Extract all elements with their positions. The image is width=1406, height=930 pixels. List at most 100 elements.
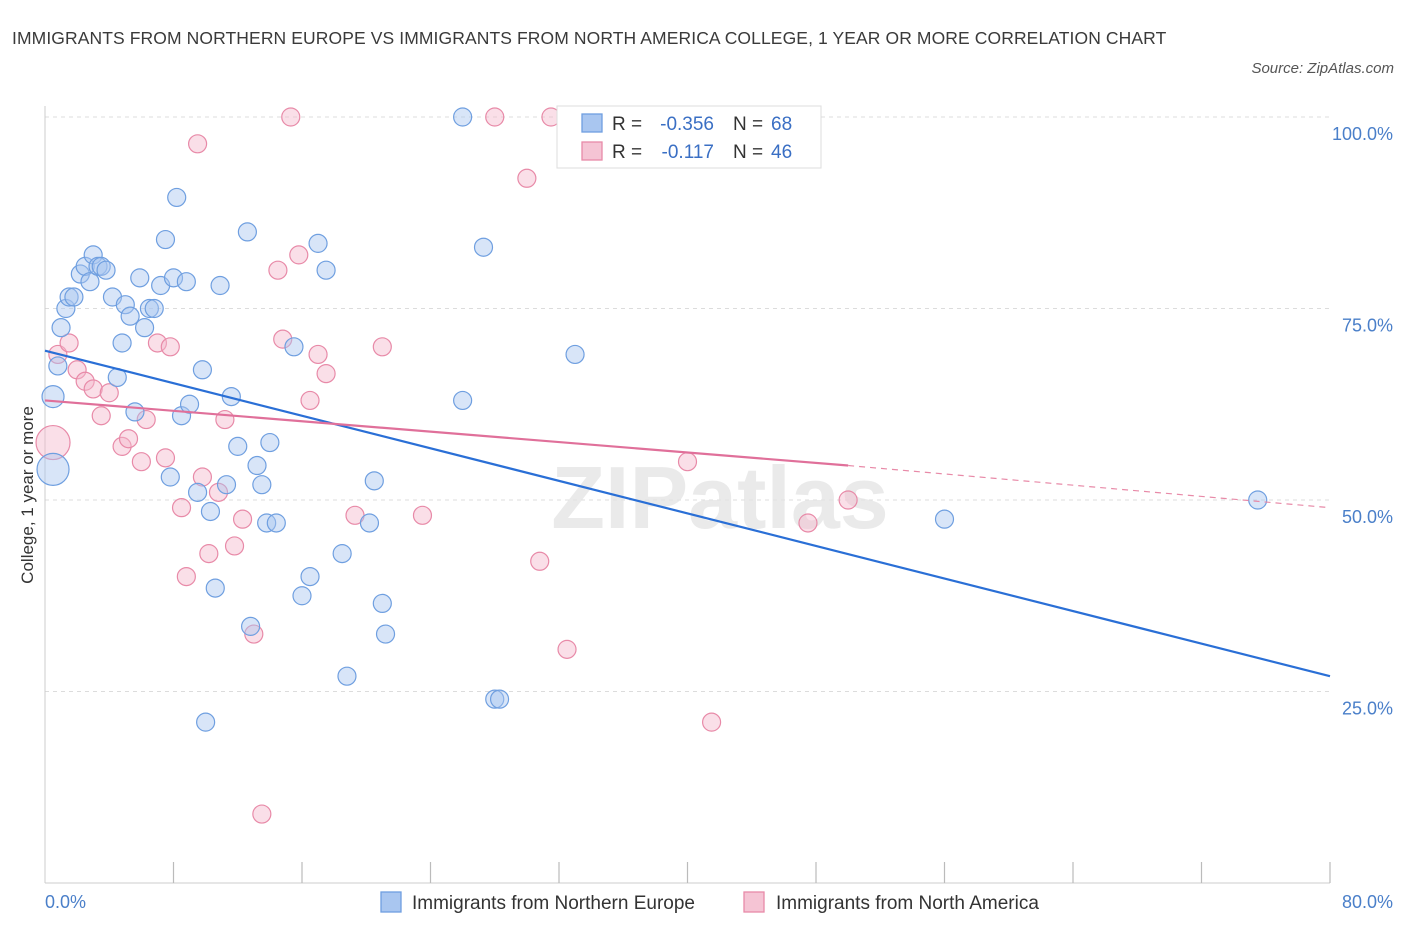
source-label: Source: ZipAtlas.com: [1251, 60, 1394, 77]
data-point: [1248, 490, 1268, 510]
data-point: [160, 467, 180, 487]
data-point: [48, 356, 68, 376]
data-point: [453, 390, 473, 411]
data-point: [292, 586, 312, 606]
y-axis-label: College, 1 year or more: [18, 406, 37, 584]
data-point: [359, 513, 380, 533]
data-point: [228, 436, 248, 456]
y-tick-labels: 100.0% 75.0% 50.0% 25.0%: [1332, 124, 1393, 719]
data-point: [41, 384, 65, 409]
data-point: [337, 666, 357, 686]
y-tick-label: 25.0%: [1342, 699, 1393, 719]
data-point: [530, 551, 550, 571]
trend-lines: [44, 349, 1331, 678]
data-point: [208, 482, 229, 502]
data-point: [316, 260, 336, 280]
data-point: [67, 360, 87, 380]
bottom-legend: Immigrants from Northern Europe Immigran…: [380, 891, 1039, 914]
data-point: [139, 298, 160, 319]
data-point: [252, 475, 272, 495]
data-point: [273, 329, 293, 349]
data-point: [210, 275, 230, 296]
series-points-north-america: [36, 107, 1268, 732]
data-point: [176, 566, 196, 587]
data-point: [485, 107, 505, 127]
data-point: [155, 448, 176, 468]
data-point: [179, 394, 200, 414]
watermark: ZIPatlas: [551, 448, 888, 547]
data-point: [677, 452, 698, 472]
data-point: [252, 804, 272, 824]
data-point: [187, 482, 208, 502]
data-point: [199, 544, 219, 564]
data-point: [118, 429, 139, 449]
data-point: [257, 513, 277, 533]
series-points-northern-europe: [35, 107, 858, 824]
data-point: [125, 402, 145, 422]
data-point: [131, 452, 151, 472]
data-point: [56, 298, 76, 319]
data-point: [284, 337, 304, 357]
bottom-legend-label-northern-europe: Immigrants from Northern Europe: [412, 893, 695, 914]
data-point: [412, 505, 433, 525]
x-tick-label: 0.0%: [45, 892, 86, 912]
data-point: [192, 360, 213, 380]
data-point: [517, 168, 537, 188]
data-point: [83, 379, 103, 399]
data-point: [115, 295, 135, 315]
data-point: [489, 689, 510, 709]
data-point: [176, 272, 196, 292]
data-point: [147, 333, 168, 353]
data-point: [300, 566, 320, 587]
data-point: [163, 268, 184, 288]
data-point: [308, 233, 328, 253]
data-point: [308, 344, 328, 365]
data-point: [112, 333, 132, 353]
data-point: [934, 509, 955, 529]
chart-title: IMMIGRANTS FROM NORTHERN EUROPE VS IMMIG…: [12, 28, 1167, 48]
data-point: [215, 409, 235, 430]
data-point: [244, 624, 264, 644]
legend-n-label: N =: [733, 142, 763, 163]
axes: [44, 106, 1331, 884]
data-point: [160, 337, 180, 357]
data-point: [798, 513, 818, 533]
data-point: [701, 712, 722, 732]
data-point: [171, 498, 192, 518]
data-point: [136, 409, 156, 430]
data-point: [375, 624, 396, 644]
data-point: [187, 134, 208, 154]
data-point: [155, 229, 176, 250]
legend-n-value: 46: [771, 142, 792, 163]
data-point: [266, 513, 286, 533]
data-point: [120, 306, 140, 326]
data-point: [268, 260, 288, 280]
bottom-legend-swatch-north-america: [743, 891, 765, 913]
legend-box: R = -0.356 N = 68 R = -0.117 N = 46: [556, 105, 822, 169]
data-point: [224, 536, 245, 556]
data-point: [241, 616, 261, 636]
data-point: [316, 364, 336, 384]
data-point: [260, 432, 280, 453]
data-point: [473, 237, 494, 257]
data-point: [36, 452, 70, 486]
legend-swatch-northern-europe: [581, 113, 603, 133]
data-point: [80, 272, 100, 292]
data-point: [557, 639, 577, 659]
data-point: [99, 383, 119, 403]
data-point: [130, 268, 150, 288]
data-point: [247, 455, 267, 476]
data-point: [332, 544, 352, 564]
data-point: [216, 475, 237, 495]
data-point: [192, 467, 213, 487]
legend-swatch-north-america: [581, 141, 603, 161]
data-point: [289, 245, 309, 265]
data-point: [838, 490, 858, 510]
x-tick-labels: 0.0% 80.0%: [45, 892, 1393, 912]
data-point: [35, 424, 71, 461]
data-point: [144, 298, 164, 319]
legend-r-label: R =: [612, 114, 642, 135]
data-point: [565, 344, 585, 365]
data-point: [372, 593, 392, 614]
